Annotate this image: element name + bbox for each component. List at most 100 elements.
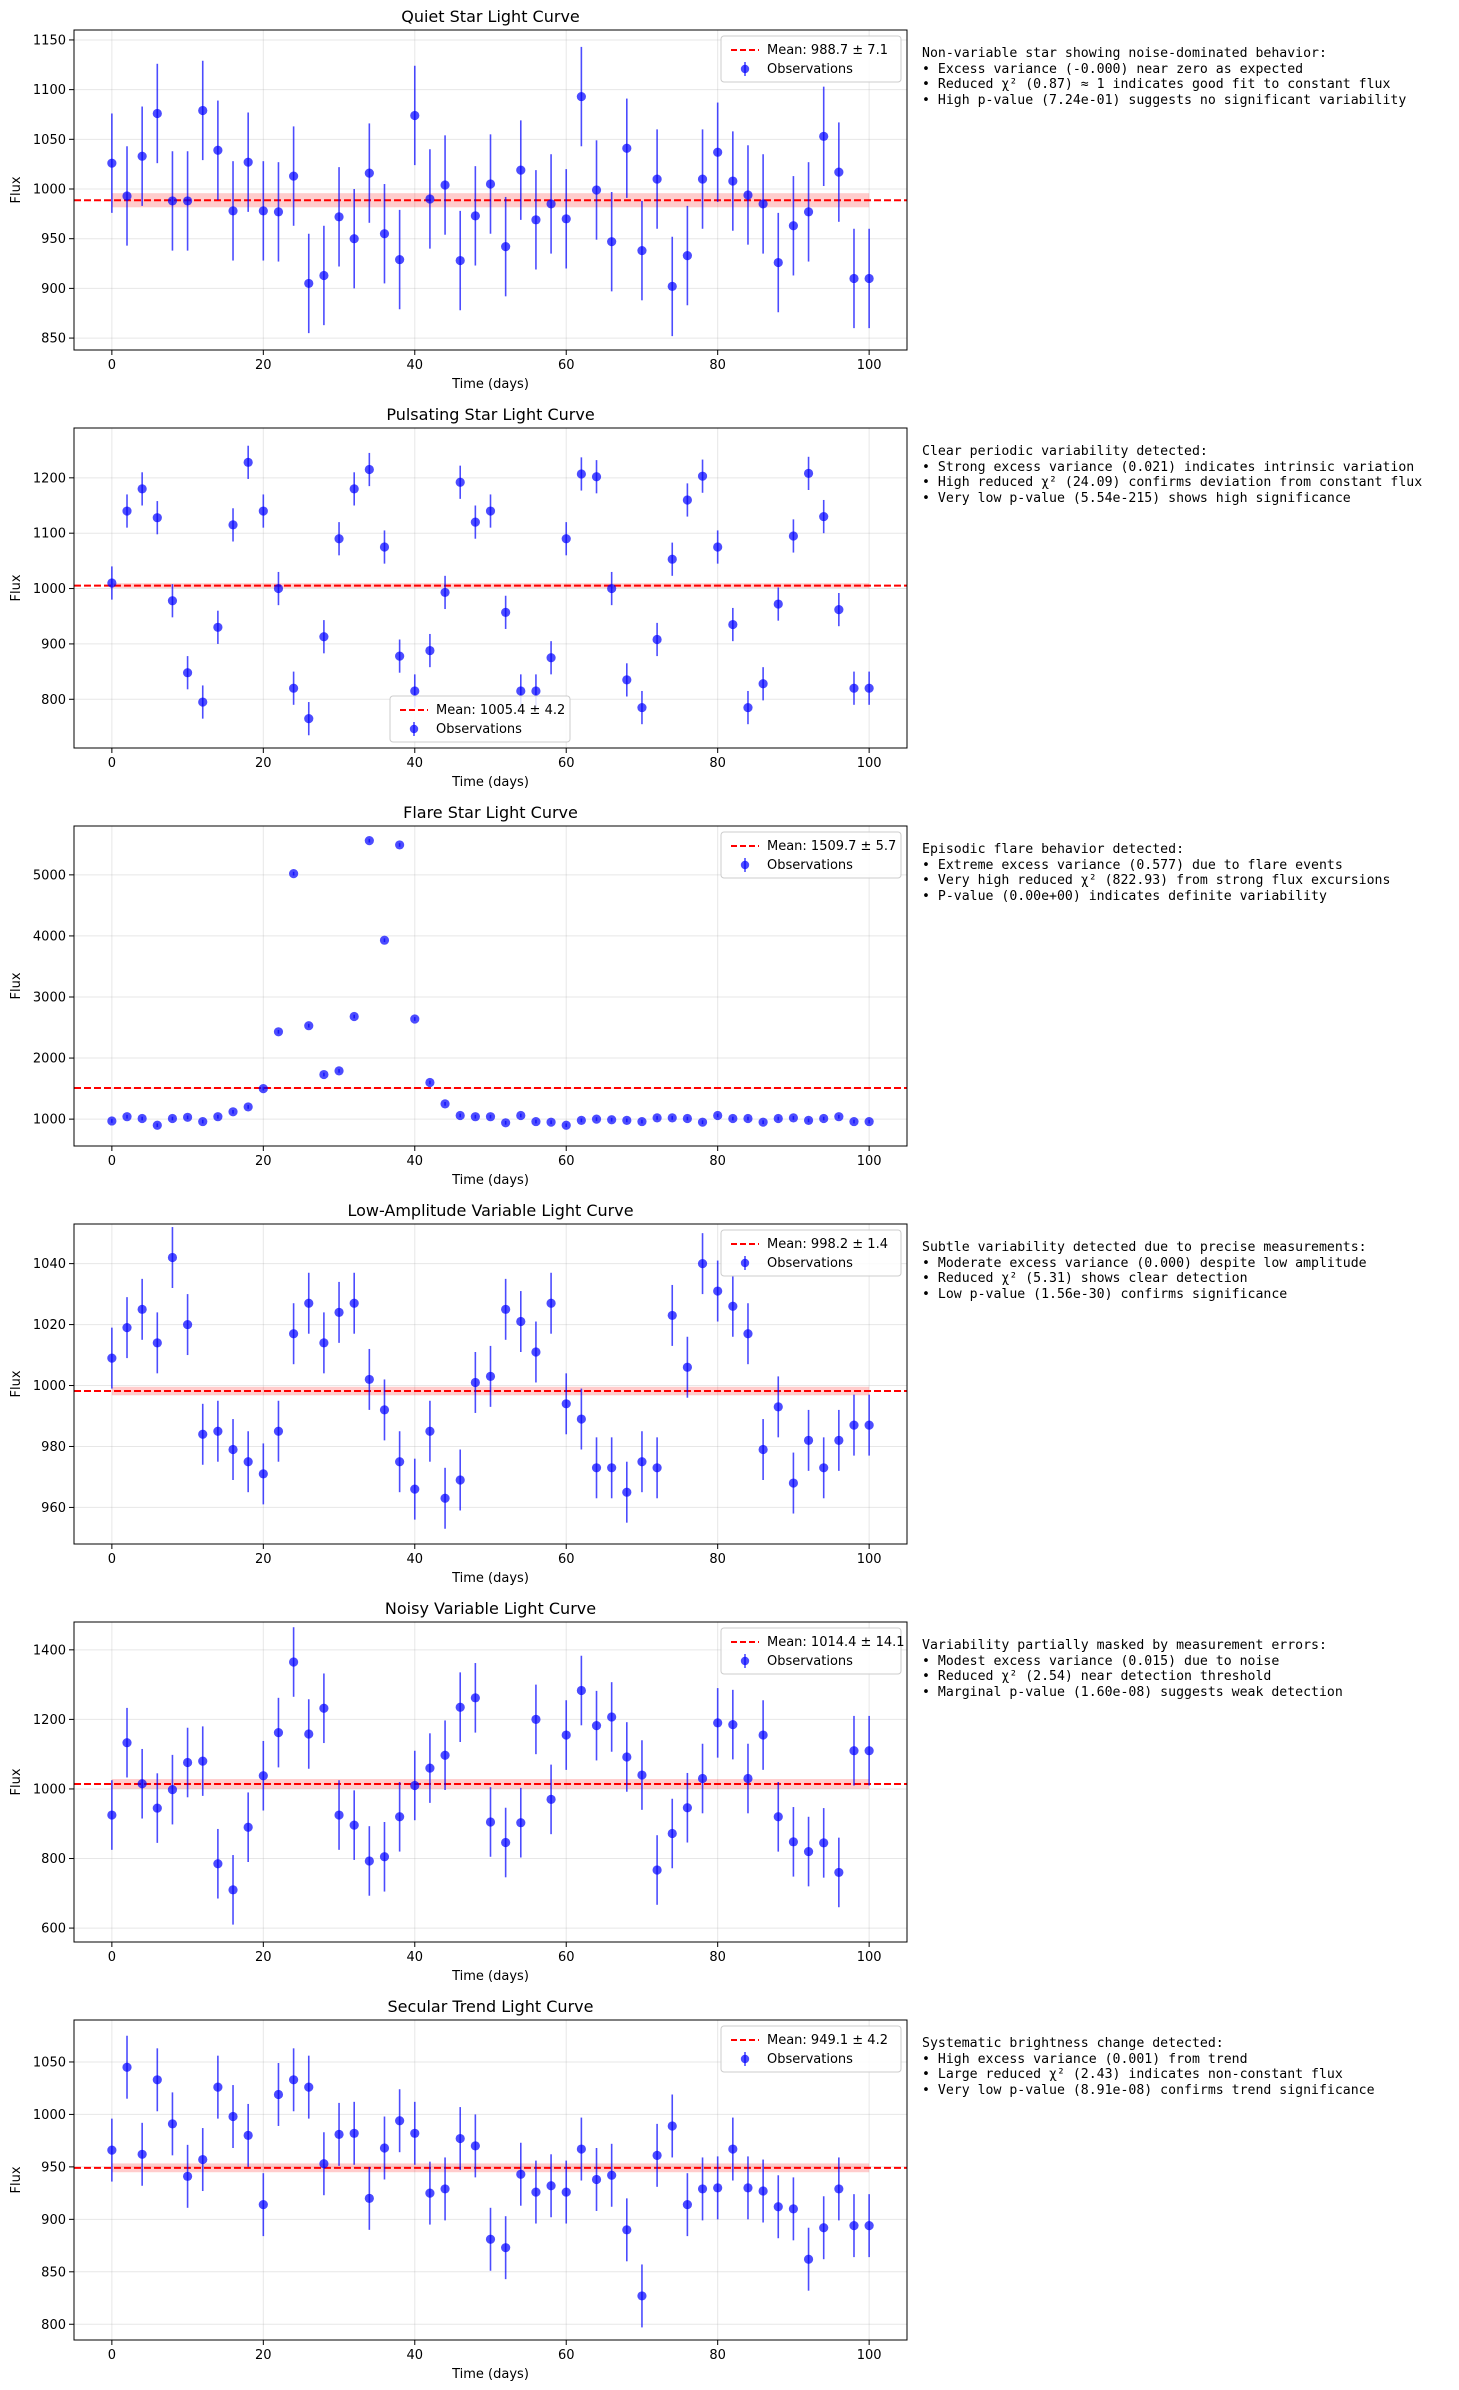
x-tick-label: 60 bbox=[558, 756, 575, 771]
legend: Mean: 1014.4 ± 14.1 Observations bbox=[720, 1627, 905, 1675]
data-point bbox=[289, 1329, 299, 1339]
x-tick-label: 20 bbox=[255, 358, 272, 373]
data-point bbox=[273, 583, 284, 594]
data-point bbox=[379, 1852, 390, 1862]
x-tick-label: 40 bbox=[406, 2348, 423, 2363]
data-point bbox=[713, 2183, 723, 2193]
data-point bbox=[516, 1316, 526, 1327]
data-point bbox=[591, 185, 602, 195]
data-point bbox=[258, 506, 268, 516]
data-point bbox=[167, 596, 178, 606]
data-point bbox=[319, 2159, 329, 2169]
legend-obs-label: Observations bbox=[767, 1256, 853, 1271]
data-point bbox=[849, 1746, 859, 1756]
data-point bbox=[561, 2187, 571, 2197]
data-point bbox=[485, 1817, 496, 1827]
data-point bbox=[455, 1110, 465, 1121]
data-point bbox=[546, 1117, 556, 1127]
data-point bbox=[697, 1259, 708, 1269]
data-point bbox=[213, 1426, 223, 1436]
x-tick-label: 20 bbox=[255, 1552, 272, 1567]
data-point bbox=[349, 484, 359, 494]
data-point bbox=[152, 108, 162, 119]
data-point bbox=[607, 1463, 617, 1473]
legend: Mean: 998.2 ± 1.4 Observations bbox=[720, 1229, 902, 1277]
data-point bbox=[273, 1728, 284, 1738]
data-point bbox=[364, 1374, 374, 1385]
x-tick-label: 0 bbox=[108, 358, 116, 373]
data-point bbox=[743, 190, 753, 200]
y-tick-label: 1100 bbox=[33, 83, 66, 98]
data-point bbox=[137, 484, 147, 494]
data-point bbox=[667, 1828, 677, 1839]
data-point bbox=[849, 273, 859, 284]
data-point bbox=[319, 1338, 329, 1348]
data-point bbox=[289, 869, 299, 879]
data-point bbox=[728, 2144, 738, 2154]
data-point bbox=[819, 1463, 829, 1473]
data-point bbox=[516, 2169, 526, 2179]
data-point bbox=[576, 1414, 586, 1424]
data-point bbox=[697, 1117, 708, 1127]
data-point bbox=[788, 531, 799, 541]
data-point bbox=[501, 1837, 511, 1848]
x-tick-label: 20 bbox=[255, 2348, 272, 2363]
legend-box bbox=[720, 2025, 902, 2073]
data-point bbox=[319, 1069, 329, 1080]
data-point bbox=[728, 619, 738, 630]
data-point bbox=[107, 1810, 117, 1820]
data-point bbox=[182, 196, 193, 206]
data-point bbox=[803, 207, 814, 217]
data-point bbox=[607, 1115, 617, 1125]
data-point bbox=[713, 147, 723, 157]
data-point bbox=[152, 1338, 162, 1348]
data-point bbox=[440, 587, 450, 598]
axes-frame bbox=[73, 1621, 908, 1943]
x-tick-label: 80 bbox=[709, 2348, 726, 2363]
legend-obs-label: Observations bbox=[436, 722, 522, 737]
data-point bbox=[410, 686, 420, 696]
data-point bbox=[364, 168, 374, 178]
y-tick-label: 980 bbox=[41, 1440, 66, 1455]
legend-mean-label: Mean: 1014.4 ± 14.1 bbox=[767, 1635, 905, 1650]
annotation-low-amplitude: Subtle variability detected due to preci… bbox=[922, 1240, 1367, 1302]
data-point bbox=[773, 1812, 783, 1822]
data-point bbox=[561, 214, 571, 224]
data-point bbox=[334, 1810, 344, 1820]
data-point bbox=[591, 1114, 602, 1124]
x-tick-label: 100 bbox=[857, 1552, 882, 1567]
data-point bbox=[591, 1463, 602, 1473]
data-point bbox=[728, 1720, 738, 1730]
data-point bbox=[304, 714, 314, 724]
data-point bbox=[122, 1738, 132, 1748]
data-point bbox=[122, 1323, 132, 1333]
data-point bbox=[122, 506, 132, 516]
data-point bbox=[652, 1463, 662, 1473]
axes-frame bbox=[73, 427, 908, 749]
data-point bbox=[546, 199, 556, 209]
data-point bbox=[758, 2186, 768, 2196]
legend-obs-marker bbox=[740, 1656, 750, 1666]
data-point bbox=[834, 604, 844, 615]
data-point bbox=[607, 1712, 617, 1722]
data-point bbox=[743, 1329, 753, 1339]
data-point bbox=[213, 2082, 223, 2092]
x-tick-label: 40 bbox=[406, 1950, 423, 1965]
axes-frame bbox=[73, 2019, 908, 2341]
x-tick-label: 40 bbox=[406, 1552, 423, 1567]
data-point bbox=[667, 281, 677, 291]
legend: Mean: 1509.7 ± 5.7 Observations bbox=[720, 831, 902, 879]
data-point bbox=[864, 2221, 874, 2231]
data-point bbox=[622, 2225, 632, 2235]
data-point bbox=[819, 131, 829, 141]
data-point bbox=[304, 2082, 314, 2092]
data-point bbox=[273, 207, 284, 217]
data-point bbox=[319, 632, 329, 642]
data-point bbox=[107, 158, 117, 168]
data-point bbox=[379, 2143, 390, 2153]
data-point bbox=[576, 1115, 586, 1125]
data-point bbox=[198, 1429, 208, 1439]
data-point bbox=[819, 1838, 829, 1848]
data-point bbox=[470, 2141, 480, 2151]
data-point bbox=[561, 1399, 571, 1409]
